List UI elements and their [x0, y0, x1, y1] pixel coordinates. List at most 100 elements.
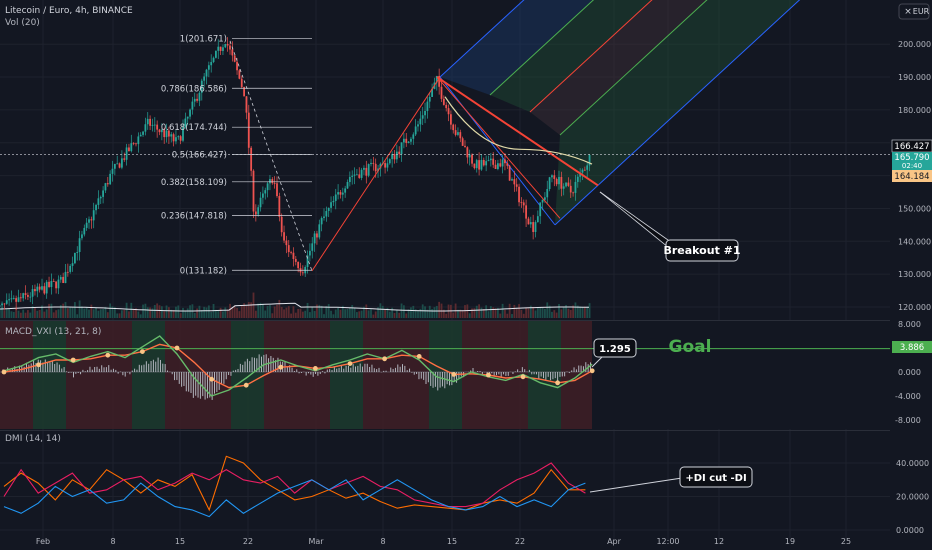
candle-body	[118, 163, 121, 168]
macd-cross-marker	[555, 380, 560, 386]
macd-bg-band	[132, 321, 165, 429]
x-icon[interactable]: ×	[904, 7, 912, 17]
candle-body	[482, 159, 485, 166]
macd-value-callout[interactable]	[593, 338, 637, 358]
volume-bar	[508, 303, 511, 318]
candle-body	[452, 124, 455, 131]
breakout-label: Breakout #1	[663, 244, 740, 257]
volume-bar	[466, 304, 469, 318]
candle-body	[233, 55, 236, 62]
candle-body	[198, 92, 201, 101]
volume-bar	[320, 305, 323, 318]
volume-bar	[19, 312, 22, 318]
candle-body	[428, 96, 431, 102]
candle-body	[574, 181, 577, 193]
candle-body	[487, 160, 490, 162]
fib-level-label: 0.5(166.427)	[172, 150, 227, 160]
volume-bar	[504, 309, 506, 318]
volume-bar	[565, 305, 567, 318]
volume-bar	[121, 310, 123, 318]
candle-body	[109, 173, 112, 185]
candle-body	[90, 219, 93, 221]
candle-body	[562, 186, 565, 189]
volume-bar	[85, 306, 88, 318]
currency-button[interactable]	[898, 3, 930, 20]
candle-body	[153, 124, 156, 126]
candle-body	[473, 163, 476, 169]
volume-legend[interactable]: Vol (20)	[5, 18, 40, 28]
volume-bar	[405, 313, 408, 318]
volume-bar	[513, 304, 516, 318]
candle-body	[367, 164, 370, 176]
macd-cross-marker	[451, 372, 457, 377]
macd-legend[interactable]: MACD_VXI (13, 21, 8)	[5, 327, 101, 337]
macd-bg-band	[33, 321, 66, 429]
volume-bar	[74, 302, 76, 318]
symbol-title[interactable]: Litecoin / Euro, 4h, BINANCE	[5, 6, 133, 16]
volume-bar	[262, 303, 264, 318]
di-cut-callout[interactable]	[679, 466, 753, 488]
candle-body	[238, 70, 241, 79]
candle-body	[370, 162, 372, 165]
volume-bar	[515, 307, 518, 318]
volume-bar	[365, 304, 368, 318]
candle-body	[534, 222, 537, 232]
pitchfork-band	[530, 0, 707, 136]
volume-bar	[118, 313, 121, 318]
macd-cross-marker	[520, 374, 526, 380]
volume-bar	[210, 311, 213, 318]
candle-body	[508, 165, 511, 181]
volume-bar	[558, 304, 560, 318]
pitchfork-handle	[439, 76, 556, 226]
candle-body	[163, 129, 166, 138]
time-axis[interactable]: Feb 8 15 22 Mar 8 15 22 Apr 12:00 12 19 25	[36, 537, 851, 546]
volume-bar	[266, 305, 269, 318]
candle-body	[388, 159, 391, 164]
candle-body	[339, 192, 342, 195]
volume-bar	[259, 302, 262, 318]
candle-body	[57, 279, 60, 289]
candle-body	[506, 163, 509, 166]
candle-body	[262, 193, 264, 198]
last-price-badge	[892, 152, 932, 170]
volume-bar	[292, 306, 295, 318]
breakout-callout[interactable]	[665, 239, 739, 262]
candle-body	[139, 134, 142, 137]
candle-body	[290, 252, 292, 253]
volume-bar	[327, 304, 330, 318]
fib-level-label: 0.618(174.744)	[161, 123, 227, 133]
volume-bar	[264, 310, 267, 318]
candle-body	[144, 124, 147, 132]
macd-cross-marker	[486, 372, 491, 378]
candle-body	[480, 159, 483, 170]
fib-level-label: 0(131.182)	[180, 266, 227, 276]
candle-body	[83, 227, 86, 235]
pitchfork-line	[559, 0, 708, 136]
volume-bar	[283, 309, 285, 318]
volume-bar	[424, 306, 426, 318]
candle-body	[222, 47, 224, 51]
candle-body	[391, 154, 394, 160]
candle-body	[447, 108, 450, 115]
candle-body	[168, 130, 170, 137]
candle-body	[224, 44, 227, 48]
goal-value-badge	[892, 341, 932, 353]
volume-bar	[5, 308, 8, 318]
volume-bar	[492, 307, 495, 318]
price-axis[interactable]: 200.000190.000180.000170.000160.000150.0…	[890, 0, 932, 550]
macd-bg-band	[66, 321, 99, 429]
volume-bar	[271, 313, 274, 318]
volume-bar	[541, 307, 544, 318]
candle-body	[146, 118, 149, 125]
dmi-legend[interactable]: DMI (14, 14)	[5, 434, 61, 444]
candle-body	[588, 155, 591, 166]
candle-body	[435, 75, 438, 83]
volume-bar	[62, 303, 65, 318]
candle-body	[283, 232, 285, 241]
candle-body	[442, 98, 445, 105]
fib-level-label: 1(201.671)	[180, 35, 227, 45]
volume-bar	[205, 307, 208, 318]
candle-body	[1, 303, 3, 306]
volume-bar	[388, 311, 391, 318]
candle-body	[207, 65, 210, 70]
